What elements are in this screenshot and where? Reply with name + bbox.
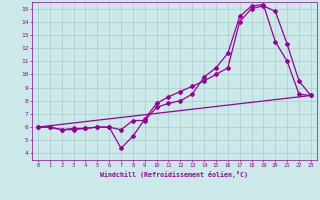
X-axis label: Windchill (Refroidissement éolien,°C): Windchill (Refroidissement éolien,°C) xyxy=(100,171,248,178)
